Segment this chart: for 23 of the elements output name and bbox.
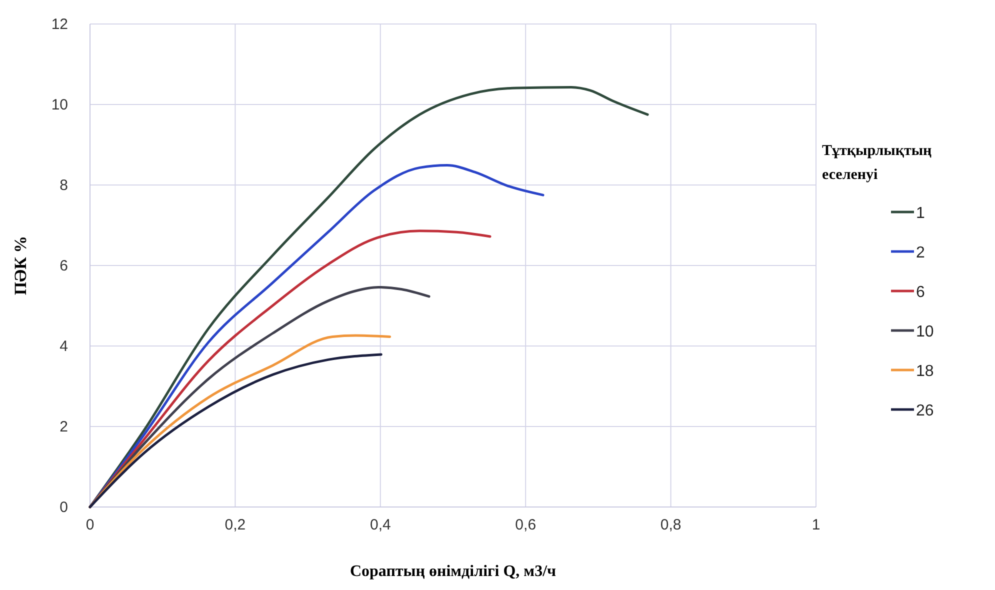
y-tick-label: 12 — [51, 16, 68, 33]
y-tick-label: 6 — [60, 257, 68, 274]
y-tick-label: 2 — [60, 418, 68, 436]
x-tick-label: 0,6 — [515, 516, 536, 534]
x-tick-label: 0,2 — [224, 516, 246, 534]
y-tick-label: 8 — [60, 176, 68, 194]
legend-label: 6 — [916, 284, 925, 301]
y-axis-title: ПӘК % — [11, 236, 30, 296]
x-tick-label: 0,8 — [660, 516, 682, 534]
line-series — [88, 164, 544, 508]
legend-title: Тұтқырлықтың еселенуі — [822, 143, 932, 183]
legend-label: 18 — [916, 363, 934, 380]
y-tick-label: 4 — [60, 338, 68, 355]
legend-label: 1 — [916, 205, 925, 222]
x-tick-label: 1 — [812, 516, 820, 534]
y-tick-label: 10 — [51, 96, 68, 114]
legend-label: 10 — [916, 324, 934, 340]
x-tick-label: 0 — [86, 516, 94, 534]
x-axis-title: Сораптың өнімділігі Q, м3/ч — [350, 563, 556, 580]
y-tick-label: 0 — [60, 498, 68, 516]
legend-label: 26 — [916, 402, 934, 420]
x-tick-label: 0,4 — [370, 516, 391, 534]
legend-label: 2 — [916, 244, 925, 262]
